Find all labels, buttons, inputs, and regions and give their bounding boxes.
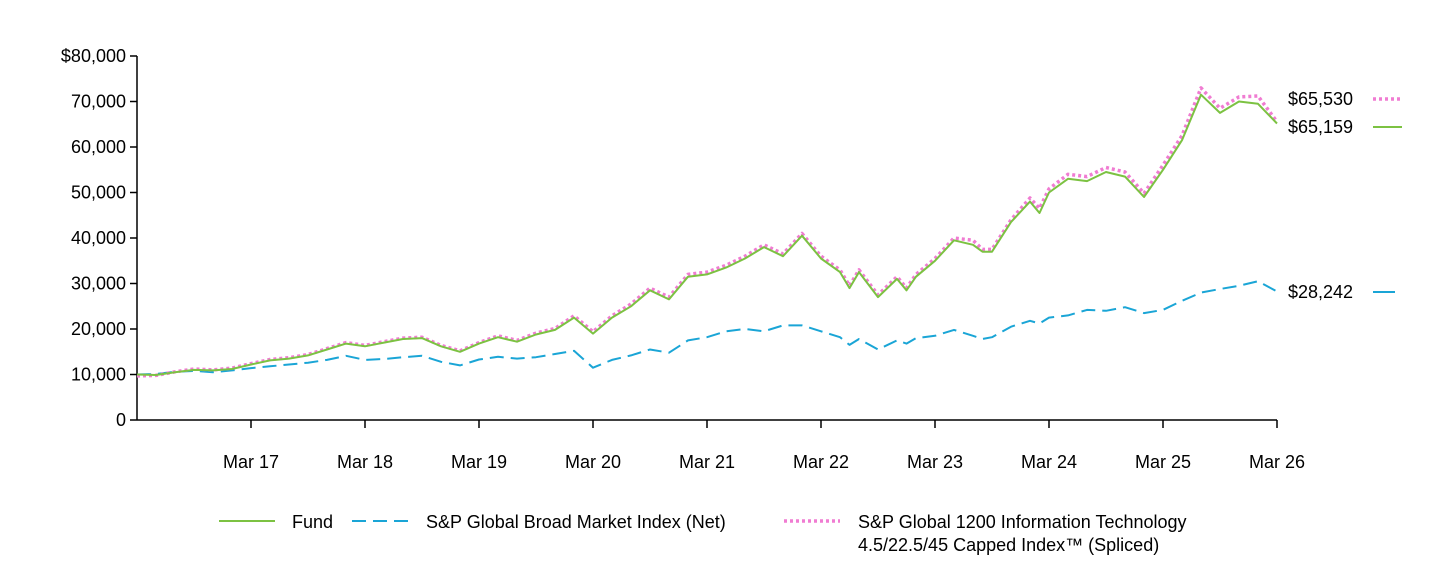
end-labels: $65,530 $65,159 $28,242: [1288, 89, 1402, 302]
y-tick-label: 20,000: [71, 319, 126, 339]
x-tick-label: Mar 26: [1249, 452, 1305, 472]
legend-label: S&P Global 1200 Information Technology: [858, 512, 1187, 532]
end-value-label: $28,242: [1288, 282, 1353, 302]
legend: Fund S&P Global Broad Market Index (Net) S…: [219, 512, 1187, 555]
end-value-label: $65,159: [1288, 117, 1353, 137]
x-tick-label: Mar 18: [337, 452, 393, 472]
x-axis: Mar 17 Mar 18 Mar 19 Mar 20 Mar 21 Mar 22 Mar …: [137, 419, 1305, 472]
x-tick-label: Mar 23: [907, 452, 963, 472]
x-tick-label: Mar 20: [565, 452, 621, 472]
y-tick-label: 10,000: [71, 365, 126, 385]
x-tick-label: Mar 17: [223, 452, 279, 472]
y-axis: 0 10,000 20,000 30,000 40,000 50,000 60,000 70,…: [61, 46, 138, 430]
y-tick-label: 40,000: [71, 228, 126, 248]
x-tick-label: Mar 19: [451, 452, 507, 472]
y-tick-label: 0: [116, 410, 126, 430]
series-layer: [136, 86, 1279, 378]
y-tick-label: 60,000: [71, 137, 126, 157]
y-tick-label: $80,000: [61, 46, 126, 66]
x-tick-label: Mar 24: [1021, 452, 1077, 472]
x-tick-label: Mar 21: [679, 452, 735, 472]
series-line-2: [136, 86, 1279, 378]
x-tick-label: Mar 22: [793, 452, 849, 472]
end-value-label: $65,530: [1288, 89, 1353, 109]
y-tick-label: 70,000: [71, 92, 126, 112]
series-line-0: [136, 93, 1278, 376]
legend-label: S&P Global Broad Market Index (Net): [426, 512, 726, 532]
legend-label: Fund: [292, 512, 333, 532]
y-tick-label: 50,000: [71, 183, 126, 203]
legend-label: 4.5/22.5/45 Capped Index™ (Spliced): [858, 535, 1159, 555]
x-tick-label: Mar 25: [1135, 452, 1191, 472]
y-tick-label: 30,000: [71, 274, 126, 294]
series-line-1: [136, 280, 1278, 376]
